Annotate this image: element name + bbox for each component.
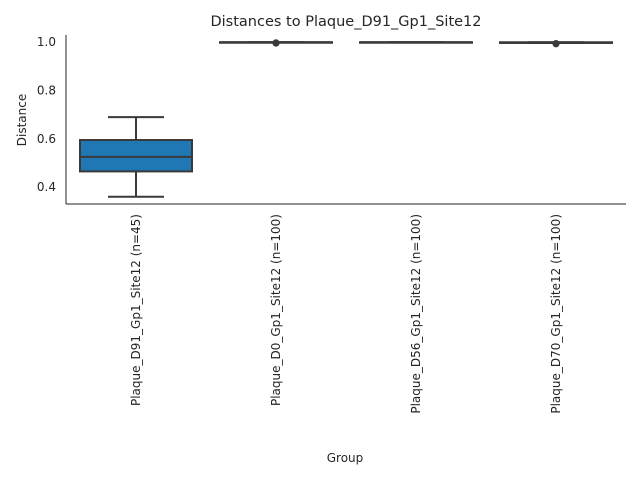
outlier-point [272,39,280,47]
chart-title: Distances to Plaque_D91_Gp1_Site12 [210,14,481,30]
x-axis-label: Group [327,451,364,465]
plot-area: 0.4 0.6 0.8 1.0 Plaque_D91_Gp1_Site12 (n=45)… [37,35,626,414]
x-tick-label: Plaque_D0_Gp1_Site12 (n=100) [269,214,283,406]
x-tick-label: Plaque_D70_Gp1_Site12 (n=100) [549,214,563,414]
outlier-point [552,39,560,47]
y-tick-label: 0.8 [37,84,56,98]
y-axis-label: Distance [15,94,29,146]
x-tick-label: Plaque_D91_Gp1_Site12 (n=45) [129,214,143,406]
x-tick-label: Plaque_D56_Gp1_Site12 (n=100) [409,214,423,414]
y-tick-label: 1.0 [37,35,56,49]
y-tick-label: 0.6 [37,132,56,146]
box-iqr [79,139,193,173]
y-tick-label: 0.4 [37,180,56,194]
